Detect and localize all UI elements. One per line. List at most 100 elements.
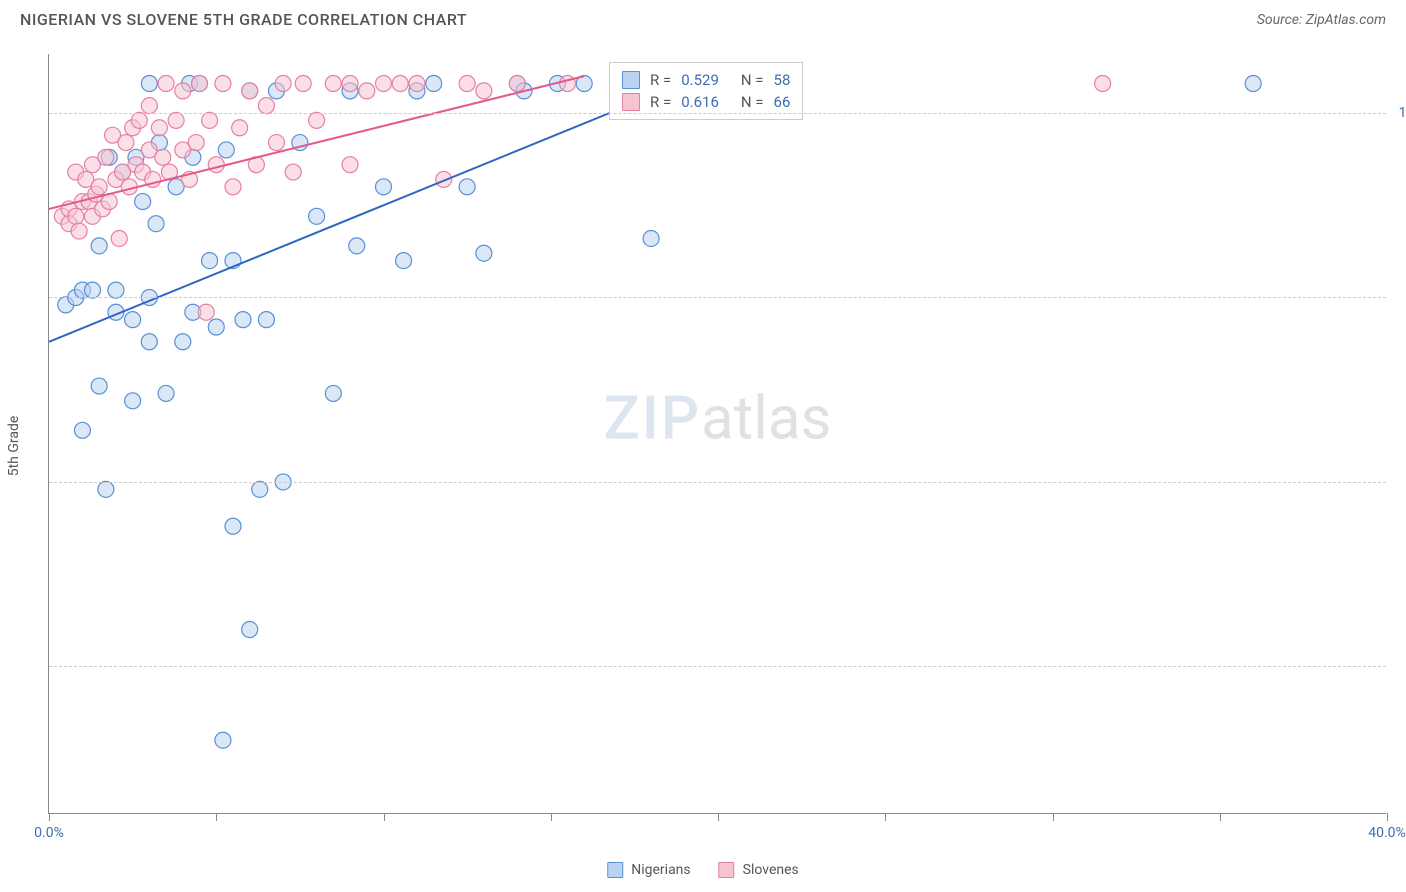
data-point <box>349 238 365 254</box>
x-tick <box>384 813 385 821</box>
data-point <box>208 157 224 173</box>
legend-label: Nigerians <box>631 862 690 878</box>
x-tick <box>718 813 719 821</box>
data-point <box>235 312 251 328</box>
data-point <box>285 164 301 180</box>
data-point <box>141 98 157 114</box>
stats-n-value: 58 <box>774 71 791 89</box>
data-point <box>141 76 157 92</box>
x-tick <box>1387 813 1388 821</box>
data-point <box>158 385 174 401</box>
stats-n-value: 66 <box>774 93 791 111</box>
x-tick <box>885 813 886 821</box>
data-point <box>225 518 241 534</box>
y-tick-label: 95.0% <box>1392 474 1406 490</box>
x-tick <box>1220 813 1221 821</box>
data-point <box>155 149 171 165</box>
stats-swatch <box>622 93 640 111</box>
stats-r-label: R = <box>650 71 671 89</box>
x-tick <box>551 813 552 821</box>
data-point <box>175 83 191 99</box>
x-tick <box>49 813 50 821</box>
data-point <box>426 76 442 92</box>
data-point <box>459 179 475 195</box>
data-point <box>295 76 311 92</box>
data-point <box>74 422 90 438</box>
data-point <box>376 179 392 195</box>
data-point <box>108 282 124 298</box>
stats-n-label: N = <box>741 71 764 89</box>
data-point <box>509 76 525 92</box>
data-point <box>1095 76 1111 92</box>
gridline <box>49 297 1386 298</box>
data-point <box>218 142 234 158</box>
data-point <box>342 76 358 92</box>
data-point <box>202 112 218 128</box>
data-point <box>258 312 274 328</box>
data-point <box>1245 76 1261 92</box>
data-point <box>376 76 392 92</box>
data-point <box>84 282 100 298</box>
stats-info-box: R = 0.529 N = 58 R =0.616N =66 <box>609 62 803 120</box>
data-point <box>208 319 224 335</box>
data-point <box>188 135 204 151</box>
data-point <box>151 120 167 136</box>
data-point <box>198 304 214 320</box>
chart-source: Source: ZipAtlas.com <box>1257 12 1386 28</box>
x-tick <box>216 813 217 821</box>
chart-title: NIGERIAN VS SLOVENE 5TH GRADE CORRELATIO… <box>20 10 467 29</box>
data-point <box>258 98 274 114</box>
data-point <box>141 334 157 350</box>
data-point <box>175 334 191 350</box>
gridline <box>49 113 1386 114</box>
gridline <box>49 666 1386 667</box>
chart-header: NIGERIAN VS SLOVENE 5TH GRADE CORRELATIO… <box>0 0 1406 41</box>
data-point <box>158 76 174 92</box>
legend: Nigerians Slovenes <box>607 862 799 878</box>
data-point <box>125 393 141 409</box>
data-point <box>91 238 107 254</box>
data-point <box>215 76 231 92</box>
data-point <box>148 216 164 232</box>
data-point <box>242 83 258 99</box>
data-point <box>275 76 291 92</box>
data-point <box>325 76 341 92</box>
data-point <box>68 208 84 224</box>
data-point <box>135 194 151 210</box>
data-point <box>476 245 492 261</box>
data-point <box>268 135 284 151</box>
legend-item: Nigerians <box>607 862 690 878</box>
data-point <box>98 149 114 165</box>
data-point <box>202 253 218 269</box>
data-point <box>409 76 425 92</box>
data-point <box>242 622 258 638</box>
data-point <box>232 120 248 136</box>
scatter-svg <box>49 54 1386 813</box>
data-point <box>252 481 268 497</box>
legend-swatch <box>607 862 623 878</box>
data-point <box>215 732 231 748</box>
data-point <box>396 253 412 269</box>
y-tick-label: 100.0% <box>1392 105 1406 121</box>
stats-swatch <box>622 71 640 89</box>
plot-area: ZIPatlas R =0.529N =58R =0.616N =66 92.5… <box>48 54 1386 814</box>
data-point <box>111 230 127 246</box>
stats-row: R =0.616N =66 <box>622 91 790 113</box>
data-point <box>392 76 408 92</box>
y-tick-label: 92.5% <box>1392 658 1406 674</box>
y-axis-label: 5th Grade <box>6 416 22 477</box>
gridline <box>49 482 1386 483</box>
legend-label: Slovenes <box>743 862 799 878</box>
y-tick-label: 97.5% <box>1392 289 1406 305</box>
data-point <box>118 135 134 151</box>
data-point <box>476 83 492 99</box>
x-tick-label: 40.0% <box>1368 825 1406 841</box>
data-point <box>71 223 87 239</box>
data-point <box>325 385 341 401</box>
data-point <box>125 312 141 328</box>
data-point <box>192 76 208 92</box>
stats-r-label: R = <box>650 93 671 111</box>
data-point <box>309 208 325 224</box>
data-point <box>359 83 375 99</box>
stats-r-value: 0.529 <box>681 71 719 89</box>
